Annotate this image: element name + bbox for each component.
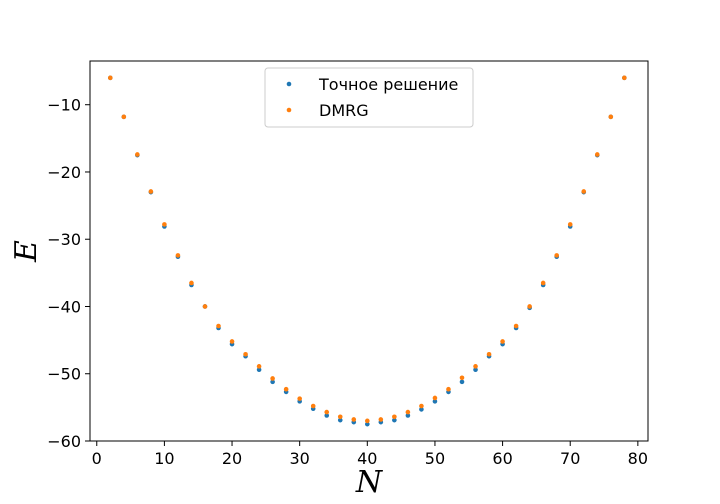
y-tick-label: −40 <box>47 297 81 316</box>
data-point-series-1 <box>337 417 343 423</box>
x-tick-label: 70 <box>560 449 580 468</box>
x-tick-label: 80 <box>628 449 648 468</box>
y-tick-label: −30 <box>47 230 81 249</box>
data-point-series-2 <box>513 323 519 329</box>
data-point-series-2 <box>473 364 478 369</box>
data-point-series-2 <box>622 75 627 81</box>
data-point-series-1 <box>459 379 465 385</box>
y-axis-label: E <box>9 240 44 263</box>
data-point-series-2 <box>270 376 275 381</box>
data-point-series-2 <box>392 414 397 420</box>
data-point-series-2 <box>540 280 546 286</box>
data-point-series-2 <box>432 395 438 401</box>
data-point-series-2 <box>107 75 113 81</box>
data-point-series-2 <box>148 189 154 194</box>
x-tick-label: 30 <box>289 449 309 468</box>
data-point-series-1 <box>324 413 330 418</box>
data-point-series-2 <box>202 304 208 309</box>
data-point-series-2 <box>297 396 302 401</box>
x-tick-label: 0 <box>92 449 102 468</box>
data-point-series-2 <box>243 351 248 357</box>
data-point-series-1 <box>256 367 262 373</box>
data-point-series-2 <box>405 409 411 415</box>
y-tick-label: −60 <box>47 432 81 451</box>
data-point-series-2 <box>216 323 221 329</box>
x-tick-label: 50 <box>425 449 445 468</box>
x-tick-label: 20 <box>222 449 242 468</box>
data-point-series-2 <box>581 189 587 194</box>
data-point-series-2 <box>175 253 181 258</box>
data-point-series-1 <box>270 379 275 385</box>
data-point-series-1 <box>392 417 397 423</box>
data-point-series-2 <box>554 253 559 258</box>
data-point-series-2 <box>310 403 316 409</box>
data-point-series-1 <box>432 399 438 404</box>
y-tick-label: −20 <box>47 163 81 182</box>
data-point-series-1 <box>405 413 411 418</box>
legend-marker <box>286 81 292 87</box>
data-point-series-2 <box>608 114 614 120</box>
data-point-series-2 <box>283 386 289 392</box>
data-point-series-1 <box>365 421 370 427</box>
data-point-series-2 <box>256 364 262 369</box>
y-tick-label: −10 <box>47 96 81 115</box>
data-point-series-2 <box>121 114 127 120</box>
legend: Точное решение DMRG <box>264 67 474 128</box>
data-point-series-2 <box>419 403 424 409</box>
data-point-series-1 <box>419 407 424 412</box>
plot-frame <box>89 60 649 442</box>
data-point-series-2 <box>337 414 343 420</box>
data-point-series-2 <box>594 152 600 157</box>
data-point-series-2 <box>135 152 140 157</box>
data-point-series-2 <box>486 351 492 357</box>
data-point-series-2 <box>365 418 370 424</box>
y-tick-label: −50 <box>47 365 81 384</box>
x-tick-label: 40 <box>357 449 377 468</box>
data-point-series-2 <box>567 222 573 227</box>
data-point-series-2 <box>351 417 357 422</box>
data-point-series-2 <box>162 222 167 227</box>
legend-marker <box>286 107 292 113</box>
legend-label: Точное решение <box>318 75 458 94</box>
data-point-series-2 <box>189 280 194 286</box>
legend-label: DMRG <box>319 101 369 120</box>
x-tick-label: 10 <box>154 449 174 468</box>
x-tick-label: 60 <box>492 449 512 468</box>
x-axis-label: N <box>355 465 384 500</box>
data-point-series-2 <box>500 339 505 344</box>
data-point-series-2 <box>378 417 384 422</box>
data-point-series-2 <box>324 409 330 415</box>
data-point-series-2 <box>446 386 451 392</box>
legend-box <box>264 67 474 128</box>
data-point-series-2 <box>229 339 235 344</box>
data-point-series-2 <box>459 375 465 381</box>
data-point-series-1 <box>473 367 478 373</box>
data-point-series-2 <box>527 304 532 309</box>
